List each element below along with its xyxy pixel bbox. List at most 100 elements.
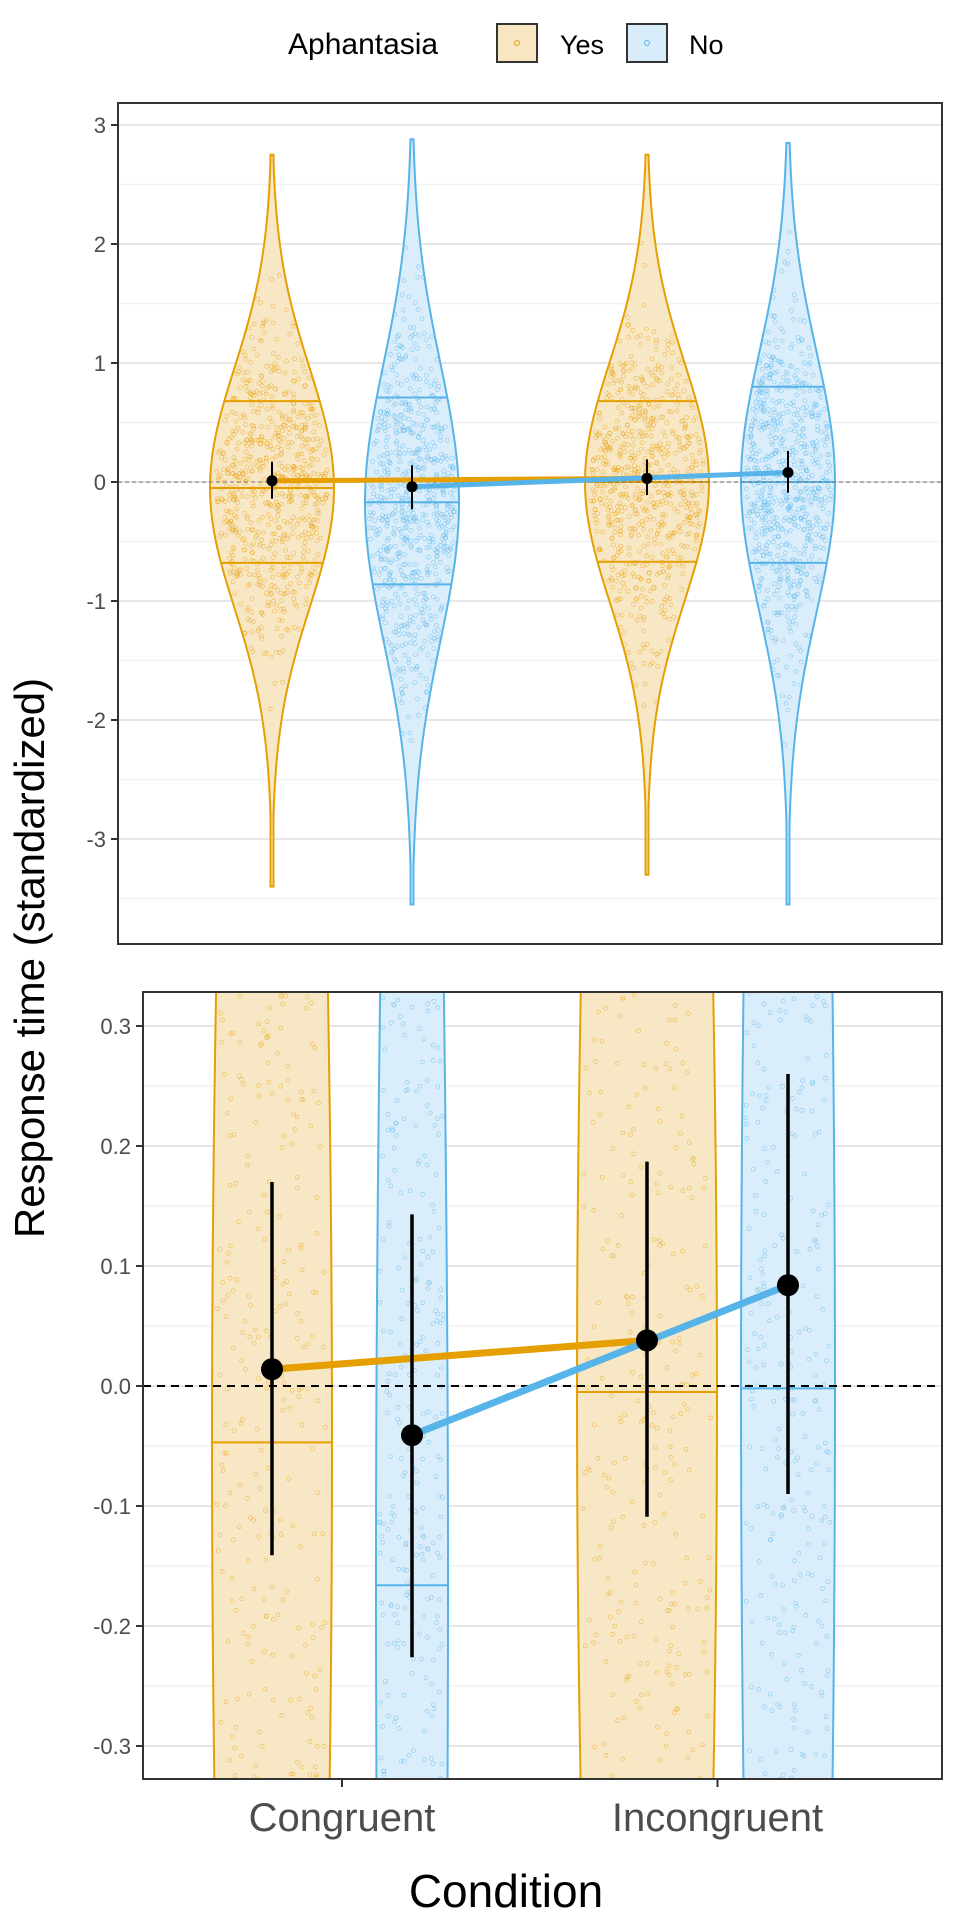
data-point [751,1167,756,1172]
data-point [812,546,818,551]
data-point [268,592,273,597]
data-point [593,517,599,522]
data-point [636,1028,641,1034]
data-point [288,580,293,586]
data-point [223,1699,229,1705]
data-point [773,569,779,575]
data-point [645,499,651,505]
data-point [313,412,319,418]
data-point [693,458,699,464]
data-point [413,376,419,382]
data-point [426,554,431,560]
data-point [620,491,625,497]
data-point [289,494,294,499]
data-point [634,596,639,601]
data-point [403,1542,408,1548]
data-point [427,539,433,544]
data-point [423,595,428,601]
data-point [248,432,254,437]
data-point [803,588,808,593]
data-point [811,491,817,496]
data-point [638,1164,644,1170]
data-point [425,1254,431,1260]
legend-title: Aphantasia [288,28,438,61]
data-point [791,1397,797,1403]
points-no [376,995,446,1779]
data-point [618,492,623,498]
data-point [793,439,799,445]
data-point [600,489,605,495]
data-point [434,506,440,512]
data-point [412,391,417,397]
data-point [417,387,422,393]
data-point [591,513,597,518]
data-point [813,1397,819,1403]
data-point [404,534,410,540]
data-point [311,565,317,571]
data-point [253,1471,258,1477]
data-point [232,493,237,499]
data-point [683,378,689,384]
data-point [237,1524,242,1530]
data-point [778,568,784,574]
data-point [680,571,686,577]
data-point [759,366,765,372]
data-point [254,1776,260,1779]
data-point [286,417,292,423]
data-point [242,457,247,462]
data-point [222,1072,227,1077]
data-point [651,504,657,510]
data-point [626,650,631,656]
data-point [610,584,616,590]
data-point [779,576,784,582]
data-point [792,547,798,552]
data-point [395,467,401,472]
data-point [245,1153,250,1158]
data-point [793,606,798,612]
data-point [273,424,279,430]
data-point [768,508,774,514]
data-point [305,548,311,554]
data-point [797,682,803,688]
data-point [385,410,391,416]
data-point [788,1747,794,1752]
data-point [277,433,282,439]
data-point [766,1301,771,1306]
data-point [416,712,421,718]
data-point [421,412,427,417]
data-point [312,1045,318,1051]
data-point [227,1757,233,1763]
data-point [244,380,249,386]
data-point [385,488,391,493]
data-point [690,1155,696,1161]
data-point [763,456,769,462]
data-point [429,667,435,673]
data-point [807,525,813,531]
legend-label-no: No [689,30,724,60]
data-point [263,1508,268,1513]
data-point [323,447,329,453]
data-point [415,464,421,470]
data-point [391,413,397,419]
data-point [394,346,400,351]
data-point [378,409,384,414]
data-point [623,491,629,497]
data-point [299,451,305,457]
data-point [631,1151,637,1157]
data-point [633,376,639,381]
data-point [433,547,438,553]
data-point [299,443,305,449]
data-point [686,1011,691,1016]
data-point [749,1396,754,1402]
data-point [806,633,811,639]
data-point [413,1123,419,1128]
data-point [414,1342,419,1348]
data-point [317,423,322,428]
data-point [602,462,608,467]
data-point [385,434,390,440]
data-point [394,372,400,378]
data-point [799,1085,805,1091]
data-point [397,667,402,673]
data-point [607,489,613,495]
data-point [776,358,781,364]
